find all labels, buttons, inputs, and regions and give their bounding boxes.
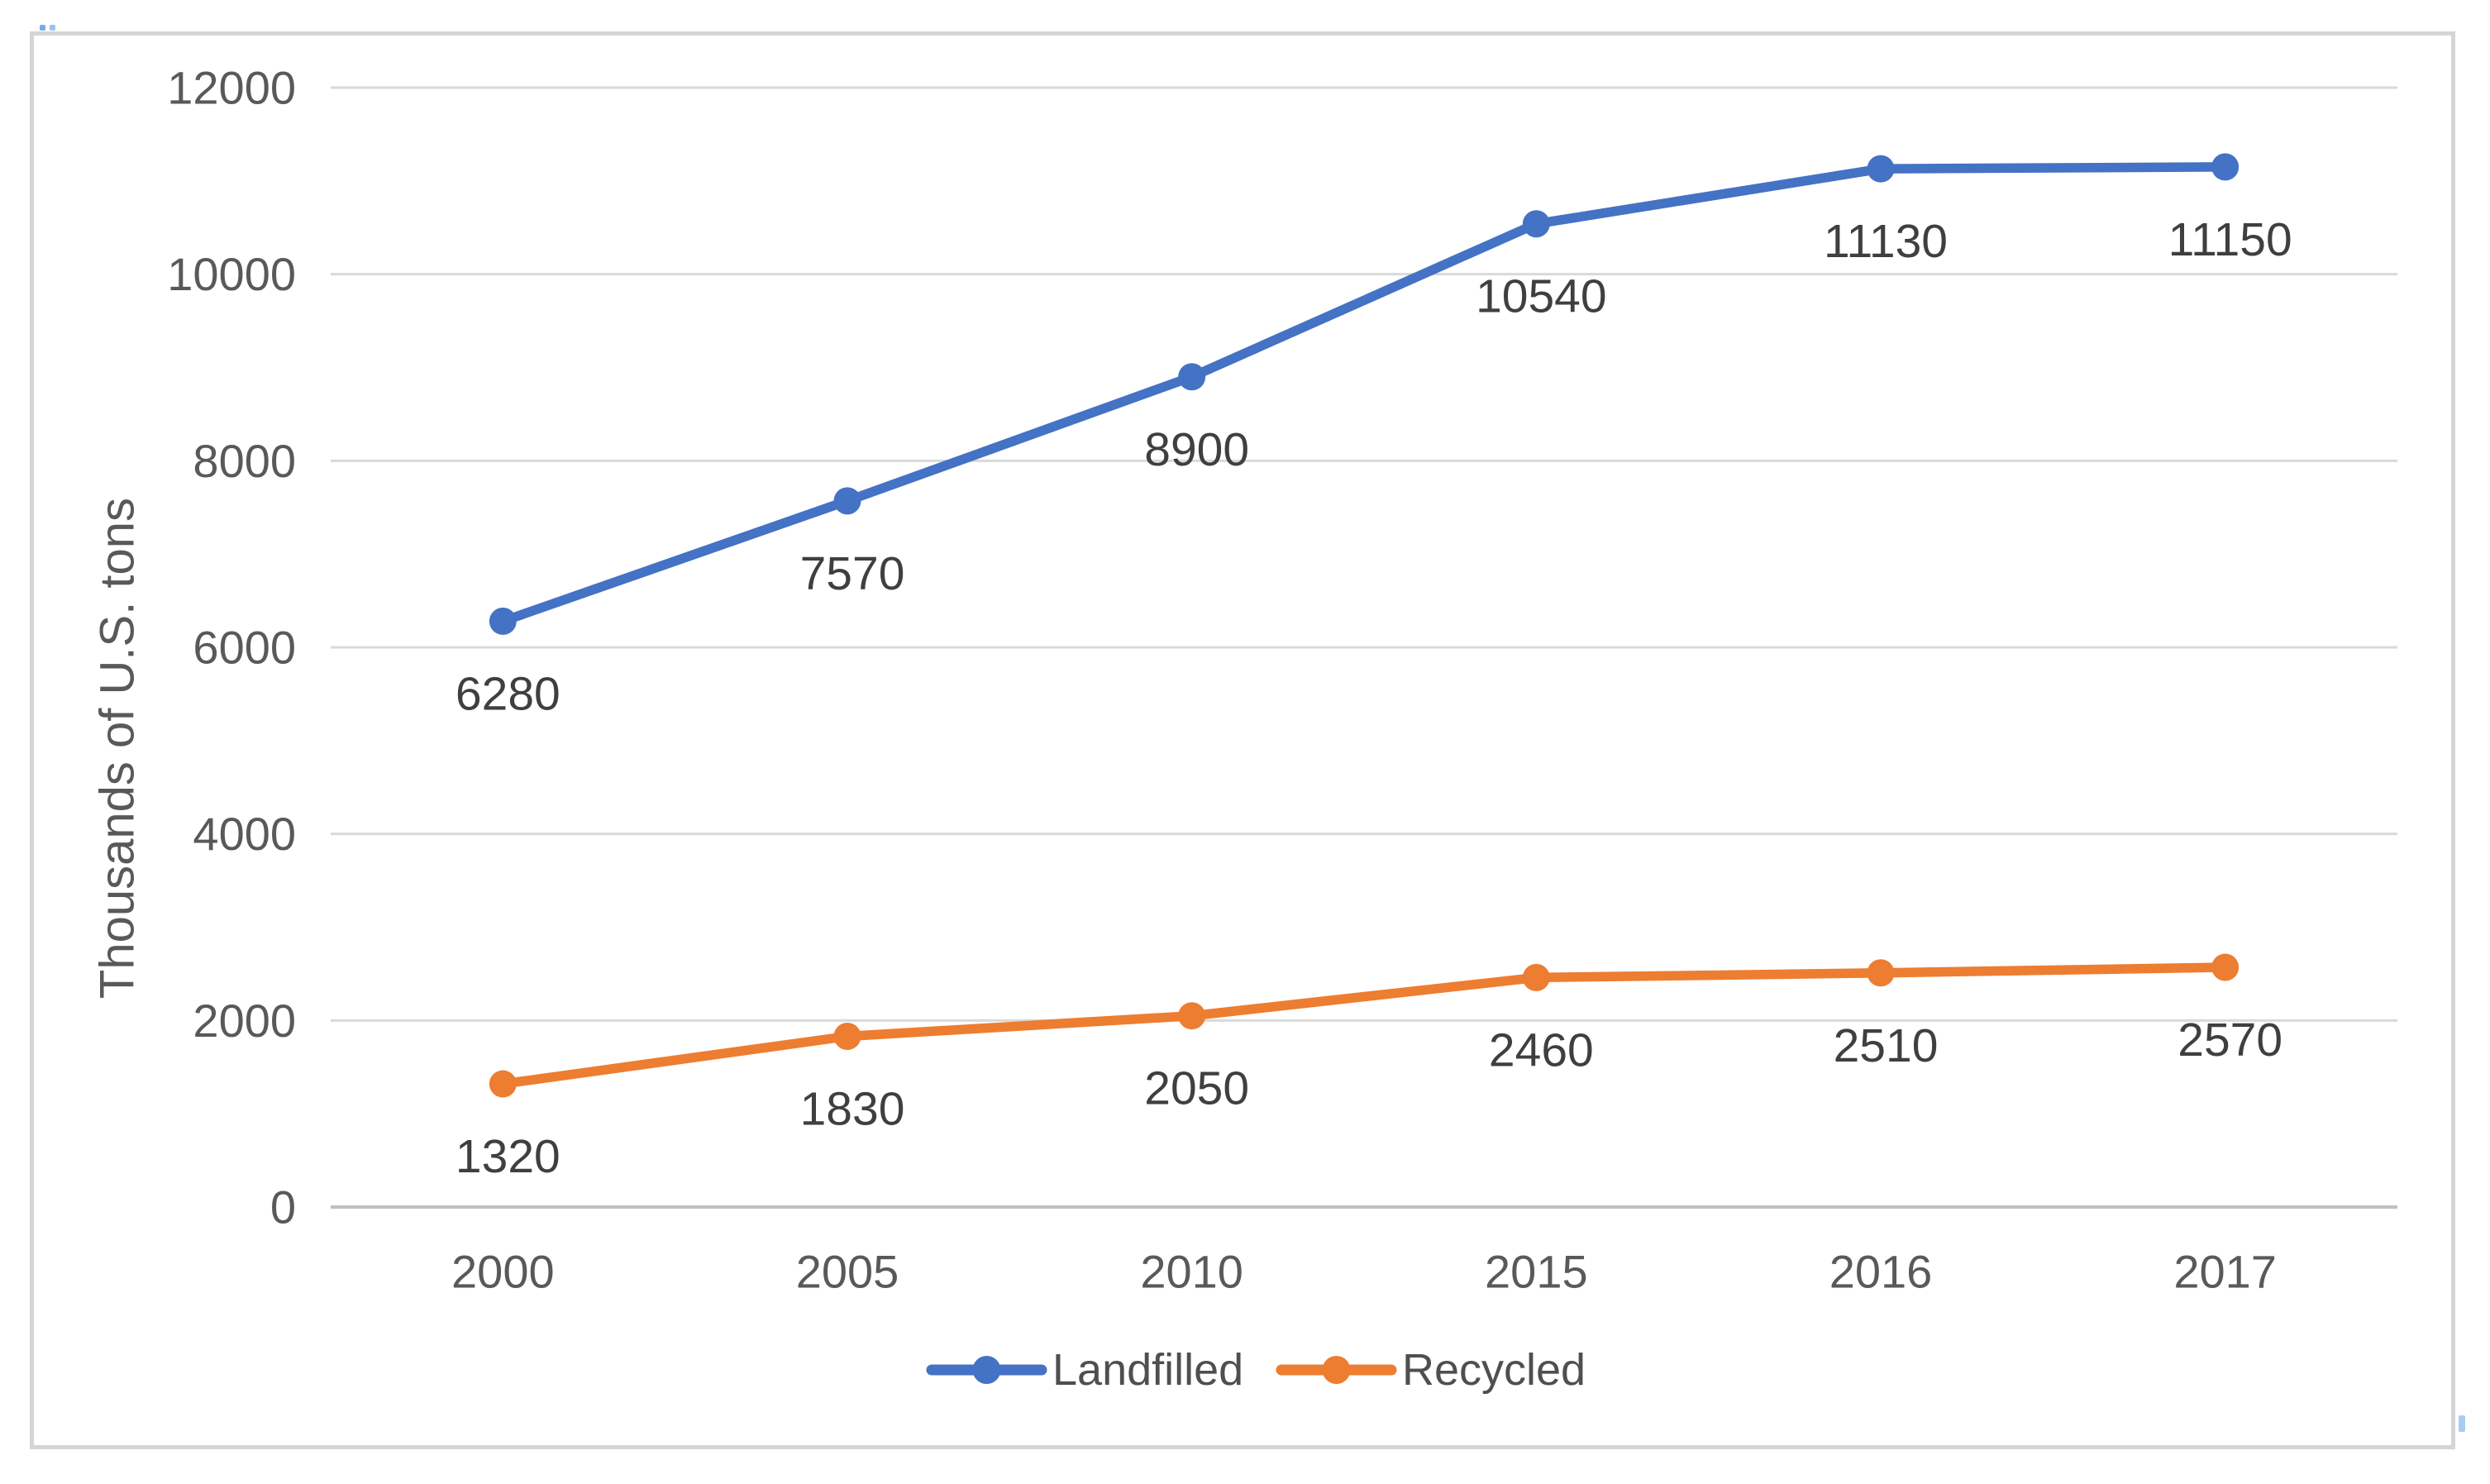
y-tick-label: 6000 (193, 622, 296, 674)
chart-frame (30, 31, 2455, 1449)
landfilled-data-label: 11150 (2168, 213, 2292, 266)
y-tick-label: 12000 (167, 62, 296, 114)
landfilled-marker (489, 607, 517, 635)
x-tick-label: 2015 (1485, 1246, 1588, 1298)
recycled-marker (1178, 1002, 1206, 1030)
recycled-data-label: 2510 (1834, 1019, 1939, 1072)
recycled-marker (1522, 963, 1550, 991)
legend-landfilled-label: Landfilled (1052, 1345, 1243, 1395)
y-tick-label: 10000 (167, 248, 296, 300)
landfilled-marker (1178, 363, 1206, 391)
landfilled-marker (1522, 210, 1550, 238)
y-axis-title: Thousands of U.S. tons (91, 498, 145, 999)
x-tick-label: 2010 (1140, 1246, 1243, 1298)
legend-recycled-swatch-marker (1322, 1356, 1351, 1384)
landfilled-data-label: 7570 (800, 547, 905, 600)
y-tick-label: 2000 (193, 995, 296, 1047)
y-tick-label: 8000 (193, 435, 296, 487)
recycled-data-label: 1320 (456, 1130, 560, 1183)
y-tick-label: 4000 (193, 808, 296, 860)
landfilled-marker (1867, 155, 1895, 183)
landfilled-data-label: 6280 (456, 667, 560, 720)
landfilled-data-label: 11130 (1824, 215, 1948, 268)
landfilled-data-label: 8900 (1144, 423, 1249, 476)
recycled-data-label: 2460 (1489, 1024, 1594, 1076)
landfilled-marker (2211, 153, 2240, 181)
recycled-marker (1867, 959, 1895, 987)
x-tick-label: 2005 (796, 1246, 899, 1298)
selection-artifact-dash (2459, 1415, 2465, 1432)
recycled-marker (833, 1023, 861, 1051)
selection-artifact-dot (40, 25, 45, 31)
selection-artifact-dot (50, 25, 55, 31)
landfilled-series-line (498, 162, 2230, 627)
landfilled-data-label: 10540 (1476, 270, 1607, 323)
recycled-data-label: 2050 (1144, 1062, 1249, 1115)
x-tick-label: 2016 (1829, 1246, 1933, 1298)
x-tick-label: 2017 (2173, 1246, 2277, 1298)
recycled-data-label: 1830 (800, 1083, 905, 1136)
landfilled-marker (833, 487, 861, 515)
y-tick-label: 0 (270, 1181, 296, 1233)
x-tick-label: 2000 (451, 1246, 555, 1298)
legend-landfilled-swatch-marker (972, 1356, 1001, 1384)
recycled-marker (489, 1070, 517, 1098)
recycled-data-label: 2570 (2178, 1014, 2282, 1066)
recycled-marker (2211, 953, 2240, 981)
legend-recycled-label: Recycled (1402, 1345, 1586, 1395)
recycled-series-line (498, 962, 2230, 1089)
